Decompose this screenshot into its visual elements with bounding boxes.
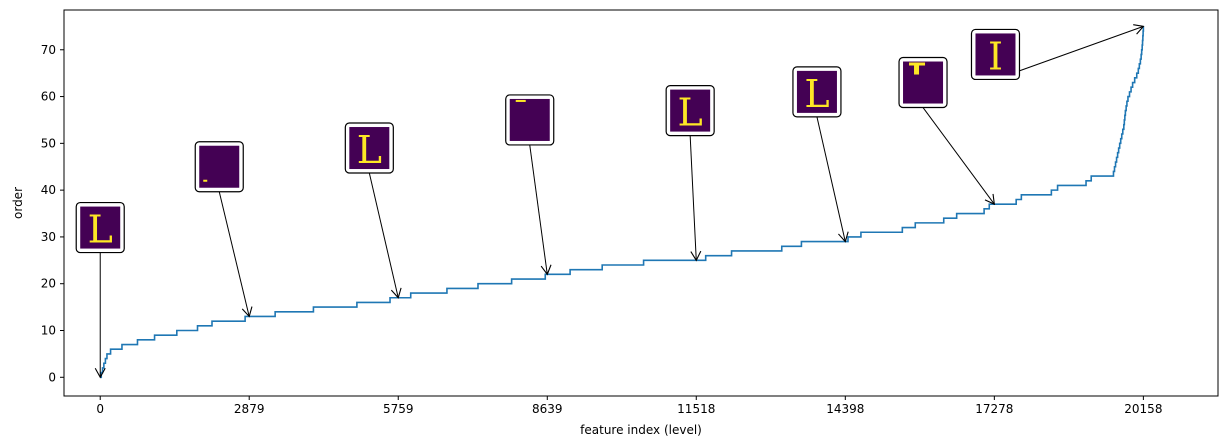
- plot-frame: [63, 9, 1219, 397]
- thumbnail-image: [80, 206, 121, 249]
- x-tick-label: 14398: [826, 402, 864, 416]
- y-tick-label: 10: [41, 323, 56, 337]
- x-tick-label: 17278: [975, 402, 1013, 416]
- series-layer: [100, 26, 1145, 379]
- series-line-0: [100, 26, 1145, 379]
- y-tick-label: 0: [48, 370, 56, 384]
- annotation-arrow: [689, 135, 702, 262]
- thumbnail-image: [349, 127, 390, 170]
- annotation-4: L: [665, 84, 715, 262]
- x-axis-label: feature index (level): [580, 423, 702, 437]
- annotation-6: [898, 56, 996, 206]
- annotation-arrow: [816, 116, 849, 243]
- thumbnail-glyph: L: [804, 72, 829, 116]
- thumbnail-glyph: L: [678, 91, 703, 135]
- x-tick-label: 5759: [383, 402, 414, 416]
- annotation-5: L: [792, 66, 849, 243]
- annotation-arrow: [368, 172, 402, 299]
- y-tick-label: 70: [41, 43, 56, 57]
- thumbnail-image: [670, 89, 711, 132]
- thumbnail-glyph: L: [357, 128, 382, 172]
- thumbnail-glyph: I: [988, 34, 1003, 78]
- x-tick-label: 20158: [1124, 402, 1162, 416]
- y-tick-label: 60: [41, 90, 56, 104]
- x-tick-label: 2879: [234, 402, 265, 416]
- annotation-arrow: [922, 107, 996, 206]
- y-tick-label: 20: [41, 277, 56, 291]
- thumbnail-image: [903, 61, 944, 104]
- annotation-0: L: [75, 201, 125, 379]
- thumbnail-image: [975, 33, 1016, 76]
- x-tick-label: 8639: [532, 402, 563, 416]
- thumbnail-glyph-fragment: [515, 99, 526, 102]
- thumbnail-glyph-fragment: [203, 179, 208, 182]
- y-tick-label: 50: [41, 136, 56, 150]
- x-axis: 0 2879 5759 8639 11518 14398 17278 20158: [96, 396, 1162, 416]
- annotation-arrow: [529, 144, 552, 276]
- y-tick-label: 40: [41, 183, 56, 197]
- thumbnail-glyph-fragment: [914, 62, 920, 75]
- annotation-arrow: [995, 24, 1145, 80]
- y-axis: 0 10 20 30 40 50 60 70: [41, 43, 64, 384]
- annotation-7: I: [970, 24, 1145, 81]
- thumbnail-glyph: L: [88, 208, 113, 252]
- y-axis-label: order: [11, 187, 25, 219]
- thumbnail-image: [509, 98, 550, 141]
- annotation-3: [505, 94, 555, 276]
- thumbnail-image: [796, 70, 837, 113]
- annotation-1: [194, 141, 253, 318]
- y-tick-label: 30: [41, 230, 56, 244]
- annotation-layer: L L L L I: [75, 24, 1145, 379]
- x-tick-label: 11518: [677, 402, 715, 416]
- x-tick-label: 0: [96, 402, 104, 416]
- annotation-arrow: [218, 191, 253, 318]
- annotation-2: L: [344, 122, 402, 299]
